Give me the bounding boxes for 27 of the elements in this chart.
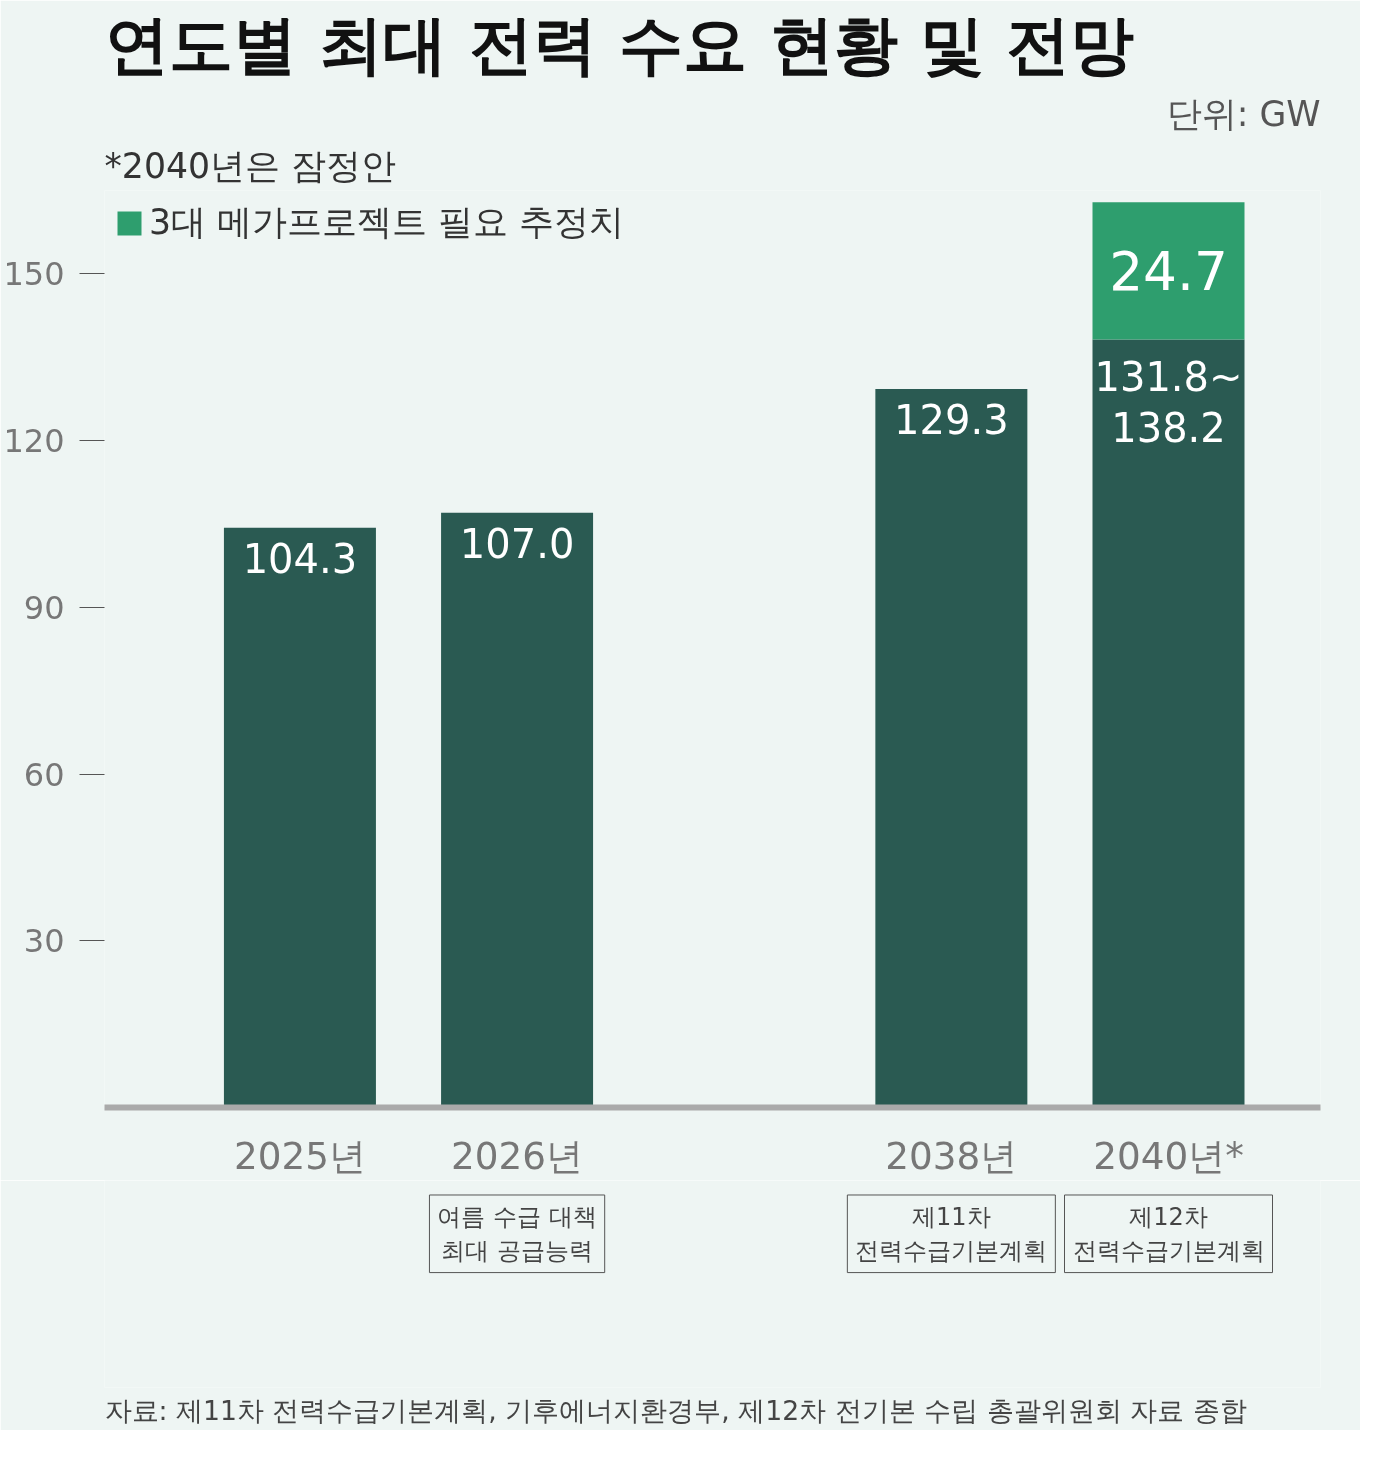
data-label: 24.7 bbox=[1109, 240, 1228, 304]
y-tick-label: 120 bbox=[3, 422, 65, 461]
bar bbox=[1092, 339, 1245, 1108]
bar bbox=[875, 388, 1028, 1108]
text: 제12차 전력수급기본계획 bbox=[1072, 1202, 1265, 1265]
y-tick-label: 60 bbox=[23, 755, 65, 794]
chart-title: 연도별 최대 전력 수요 현황 및 전망 bbox=[104, 7, 1135, 82]
data-label: 107.0 bbox=[459, 520, 575, 567]
x-tick-label: 2026년 bbox=[451, 1133, 584, 1178]
bar bbox=[1092, 202, 1245, 340]
chart-subtitle: *2040년은 잠정안 bbox=[104, 145, 397, 186]
text: 단위: GW bbox=[1166, 93, 1321, 134]
text: 자료: 제11차 전력수급기본계획, 기후에너지환경부, 제12차 전기본 수립 총괄위원회 자료 종합 bbox=[104, 1394, 1247, 1426]
data-label: 104.3 bbox=[242, 535, 358, 582]
y-tick-label: 30 bbox=[23, 922, 65, 961]
x-tick-label: 2040년* bbox=[1093, 1133, 1244, 1178]
x-tick-label: 2038년 bbox=[885, 1133, 1018, 1178]
y-tick-label: 150 bbox=[3, 255, 65, 294]
legend-label: 3대 메가프로젝트 필요 추정치 bbox=[149, 201, 625, 244]
data-label: 129.3 bbox=[894, 396, 1009, 443]
text: 제11차 전력수급기본계획 bbox=[855, 1202, 1048, 1265]
x-tick-label: 2025년 bbox=[233, 1133, 366, 1178]
bar bbox=[223, 527, 376, 1108]
text: 여름 수급 대책 최대 공급능력 bbox=[437, 1202, 597, 1265]
y-tick-label: 90 bbox=[23, 588, 65, 627]
bar bbox=[441, 512, 594, 1108]
data-label: 131.8~ 138.2 bbox=[1094, 354, 1243, 452]
